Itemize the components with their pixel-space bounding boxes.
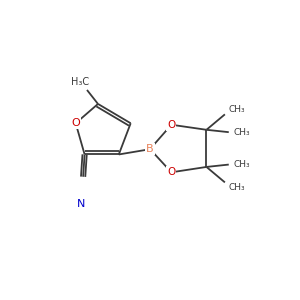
Text: O: O [71,118,80,128]
Text: CH₃: CH₃ [233,128,250,137]
Text: N: N [76,200,85,209]
Text: B: B [146,144,154,154]
Text: O: O [167,167,175,177]
Text: CH₃: CH₃ [229,183,245,192]
Text: O: O [167,120,175,130]
Text: CH₃: CH₃ [229,105,245,114]
Text: CH₃: CH₃ [233,160,250,169]
Text: H₃C: H₃C [71,77,89,87]
